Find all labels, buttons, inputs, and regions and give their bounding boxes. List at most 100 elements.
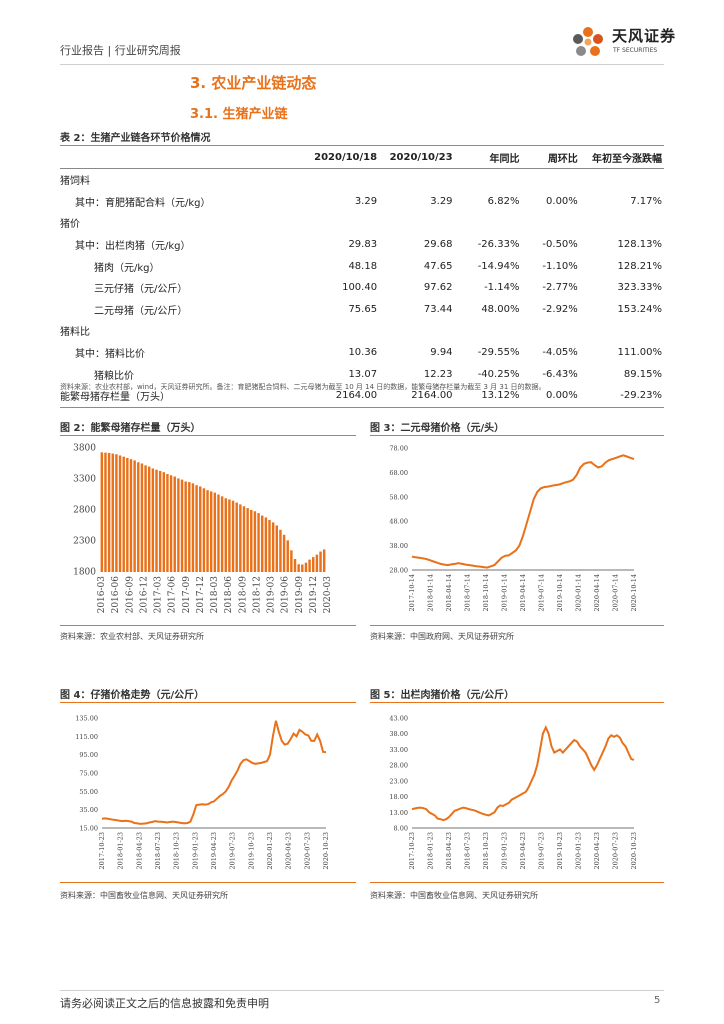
table-row: 猪价 (60, 212, 664, 234)
bar (133, 460, 136, 572)
sow-price-chart: 78.00 68.00 58.00 48.00 38.00 28.002017-10-14… (389, 445, 638, 612)
x-tick-label: 2017-03 (154, 576, 164, 614)
bar (209, 491, 213, 572)
table-row: 三元仔猪（元/公斤） 100.40 97.62 -1.14% -2.77% 323.33% (60, 277, 664, 299)
bar (220, 496, 224, 572)
figure-source: 资料来源：中国政府网、天风证券研究所 (370, 632, 514, 641)
x-tick-label: 2020-07-23 (612, 832, 620, 869)
bar (140, 463, 144, 572)
table-row: 二元母猪（元/公斤） 75.65 73.44 48.00% -2.92% 153.24% (60, 299, 664, 321)
series-line (411, 454, 635, 569)
table-header-cell: 2020/10/18 (308, 146, 378, 169)
row-label: 其中：猪料比价 (75, 349, 145, 361)
bar (188, 482, 191, 572)
table-cell: -0.50% (542, 239, 578, 251)
table-row: 其中：育肥猪配合料（元/kg） 3.29 3.29 6.82% 0.00% 7.17% (60, 191, 664, 213)
figure-caption: 图 3：二元母猪价格（元/头） (370, 423, 505, 434)
x-tick-label: 2018-04-23 (135, 832, 143, 869)
table-row: 其中：猪料比价 10.36 9.94 -29.55% -4.05% 111.00% (60, 342, 664, 364)
y-tick-label: 35.00 (79, 806, 98, 814)
y-tick-label: 58.00 (389, 493, 408, 501)
figure-bottom-rule (370, 625, 664, 626)
table-header-cell: 年初至今涨跌幅 (577, 146, 664, 169)
bar (126, 457, 129, 572)
table-cell: 2164.00 (377, 384, 453, 408)
logo-flower-icon (573, 27, 603, 56)
bar (297, 564, 300, 572)
figure-bottom-rule (60, 882, 356, 883)
x-tick-label: 2018-06 (224, 576, 234, 614)
x-tick-label: 2019-04-23 (519, 832, 527, 869)
y-tick-label: 135.00 (75, 715, 98, 723)
x-tick-label: 2017-12 (196, 576, 206, 613)
table-cell (453, 320, 520, 342)
figure-bottom-rule (60, 625, 356, 626)
bar (293, 558, 297, 572)
table-cell: 73.44 (423, 303, 453, 315)
bar (224, 498, 227, 572)
series-line (101, 720, 327, 825)
x-tick-label: 2019-03 (267, 576, 277, 614)
x-tick-label: 2018-09 (238, 576, 248, 614)
table-cell: 97.62 (423, 282, 453, 294)
x-tick-label: 2020-04-23 (593, 832, 601, 869)
table-cell: 89.15% (623, 368, 662, 380)
series-line (411, 724, 635, 822)
y-tick-label: 15.00 (79, 825, 98, 833)
x-tick-label: 2019-04-23 (210, 832, 218, 869)
bar (290, 550, 293, 572)
bar (264, 517, 268, 572)
bar (137, 462, 140, 572)
y-tick-label: 38.00 (389, 730, 408, 738)
x-tick-label: 2020-07-23 (303, 832, 311, 869)
bar (242, 506, 246, 572)
y-tick-label: 78.00 (389, 445, 408, 453)
table-cell: 29.68 (423, 239, 453, 251)
y-tick-label: 8.00 (394, 825, 408, 833)
table-cell: -14.94% (477, 260, 520, 272)
bar (177, 478, 180, 572)
table-note: 资料来源：农业农村部，wind，天风证券研究所。备注：育肥猪配合饲料、二元母猪为… (60, 383, 546, 391)
figure-caption: 图 4：仔猪价格走势（元/公斤） (60, 690, 205, 701)
y-tick-label: 28.00 (389, 567, 408, 575)
footer-divider (60, 990, 664, 991)
bar (312, 557, 315, 572)
x-tick-label: 2018-01-23 (117, 832, 125, 869)
x-tick-label: 2018-04-14 (445, 574, 453, 611)
x-tick-label: 2018-12 (252, 576, 262, 613)
price-table: 2020/10/18 2020/10/23 年同比 周环比 年初至今涨跌幅 猪饲… (60, 146, 664, 408)
bar (173, 476, 176, 572)
table-cell: 3.29 (354, 195, 378, 207)
table-header-cell (60, 146, 309, 169)
x-tick-label: 2020-10-14 (630, 574, 638, 611)
table-cell (519, 169, 577, 191)
bar (104, 452, 107, 572)
table-cell (308, 169, 377, 191)
y-tick-label: 3300 (73, 475, 96, 485)
table-cell: -29.55% (477, 347, 520, 359)
table-cell: 100.40 (342, 282, 378, 294)
table-cell: -2.92% (542, 303, 578, 315)
bar (107, 452, 111, 572)
x-tick-label: 2019-07-23 (229, 832, 237, 869)
x-tick-label: 2019-04-14 (519, 574, 527, 611)
table-cell: 47.65 (423, 260, 453, 272)
table-cell: -1.14% (484, 282, 520, 294)
table-cell: -26.33% (477, 239, 520, 251)
bar (206, 490, 209, 572)
row-label: 猪料比 (60, 327, 90, 339)
table-cell (377, 169, 452, 191)
footer-disclaimer: 请务必阅读正文之后的信息披露和免责申明 (60, 997, 269, 1010)
bar (144, 465, 147, 572)
y-tick-label: 28.00 (389, 762, 408, 770)
x-tick-label: 2017-10-23 (408, 832, 416, 869)
bar (217, 494, 220, 572)
x-tick-label: 2017-10-14 (408, 574, 416, 611)
x-tick-label: 2019-01-23 (191, 832, 199, 869)
table-row: 猪饲料 (60, 169, 664, 191)
x-tick-label: 2017-10-23 (98, 832, 106, 869)
table-cell: 13.12% (452, 384, 520, 408)
table-row: 猪肉（元/kg） 48.18 47.65 -14.94% -1.10% 128.21% (60, 255, 664, 277)
bar (315, 554, 319, 572)
table-cell: 111.00% (617, 347, 663, 359)
